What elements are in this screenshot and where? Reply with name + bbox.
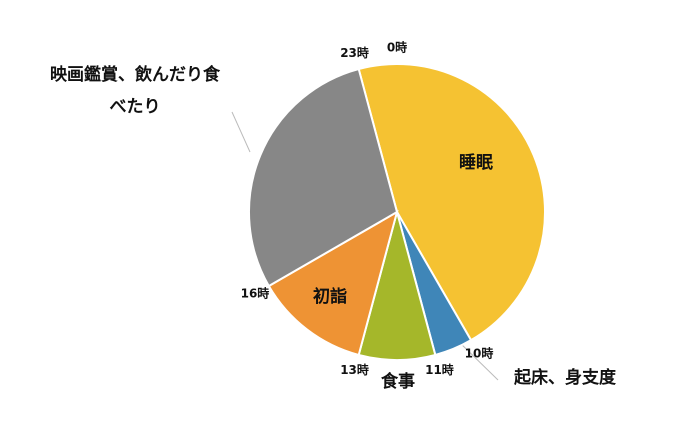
hour-label: 16時 — [241, 286, 270, 301]
pie-slice — [267, 209, 399, 357]
hour-label: 23時 — [340, 45, 369, 60]
slice-label: 起床、身支度 — [514, 368, 616, 388]
hour-label: 11時 — [425, 362, 454, 377]
slice-label: 映画鑑賞、飲んだり食べたり — [50, 65, 220, 117]
hour-label: 13時 — [340, 362, 369, 377]
hour-label: 10時 — [465, 346, 494, 361]
slice-label: 食事 — [381, 372, 415, 392]
slice-label: 初詣 — [313, 287, 347, 307]
slice-label: 睡眠 — [459, 153, 493, 173]
pie-slice — [248, 67, 399, 288]
hour-label: 0時 — [387, 40, 407, 55]
pie-slice — [357, 63, 546, 342]
leader-line — [231, 111, 251, 153]
